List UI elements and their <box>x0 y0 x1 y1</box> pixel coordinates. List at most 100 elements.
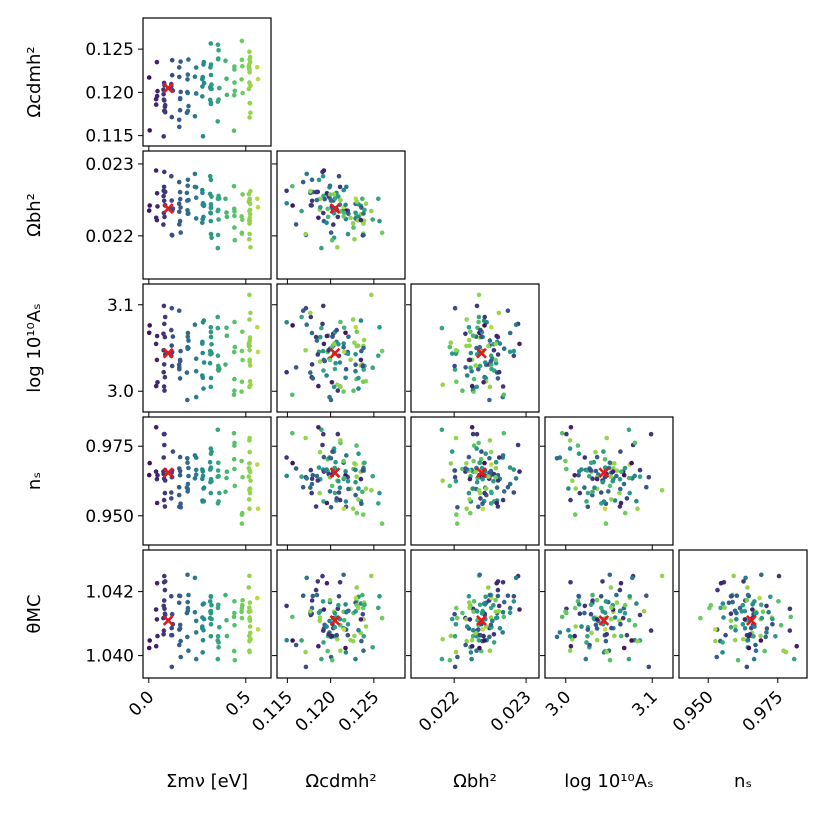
sample-point <box>648 628 654 633</box>
sample-point <box>309 330 315 336</box>
sample-point <box>209 449 214 454</box>
sample-point <box>201 80 207 86</box>
sample-point <box>463 642 468 648</box>
sample-point <box>240 90 245 96</box>
sample-point <box>185 397 190 403</box>
sample-point <box>573 486 578 491</box>
sample-point <box>354 329 360 335</box>
sample-point <box>576 472 581 478</box>
y-axis-label: nₛ <box>24 472 45 490</box>
sample-point <box>487 397 492 403</box>
sample-point <box>247 54 253 60</box>
sample-point <box>454 615 460 621</box>
sample-point <box>169 611 175 617</box>
sample-point <box>491 348 497 353</box>
sample-point <box>216 602 221 608</box>
sample-point <box>356 386 361 391</box>
sample-point <box>327 185 332 190</box>
sample-point <box>467 476 473 482</box>
sample-point <box>361 211 366 216</box>
sample-point <box>487 634 492 640</box>
sample-point <box>363 624 369 629</box>
sample-point <box>284 637 290 643</box>
sample-point <box>593 622 599 628</box>
sample-point <box>255 204 261 210</box>
sample-point <box>354 585 360 590</box>
panel-frame <box>276 416 406 546</box>
sample-point <box>507 349 513 355</box>
sample-point <box>477 645 482 651</box>
sample-point <box>466 454 472 460</box>
sample-point <box>511 348 517 354</box>
sample-point <box>491 640 497 645</box>
sample-point <box>332 196 338 201</box>
sample-point <box>358 617 364 622</box>
sample-point <box>626 617 632 623</box>
sample-point <box>284 201 290 206</box>
sample-point <box>178 638 183 644</box>
sample-point <box>377 490 382 496</box>
sample-point <box>320 442 325 448</box>
x-tick-label: 0.125 <box>335 687 384 736</box>
sample-point <box>308 310 313 316</box>
sample-point <box>331 384 337 390</box>
sample-point <box>239 214 244 219</box>
sample-point <box>618 449 623 454</box>
sample-point <box>209 602 214 608</box>
sample-point <box>185 489 190 494</box>
sample-point <box>354 510 360 516</box>
sample-point <box>483 360 488 365</box>
sample-point <box>490 618 495 624</box>
y-tick-label: 0.975 <box>85 437 134 457</box>
sample-point <box>284 188 289 194</box>
sample-point <box>162 587 168 593</box>
sample-point <box>231 648 237 654</box>
sample-point <box>452 305 458 311</box>
sample-point <box>361 634 367 639</box>
sample-point <box>353 368 358 374</box>
x-axis-label: Σmν [eV] <box>166 771 248 792</box>
sample-point <box>474 609 480 614</box>
sample-point <box>359 501 364 507</box>
sample-point <box>300 593 306 598</box>
sample-point <box>200 375 206 381</box>
sample-point <box>177 209 182 214</box>
sample-point <box>513 322 519 328</box>
sample-point <box>161 455 166 460</box>
sample-point <box>207 599 213 604</box>
sample-point <box>290 183 295 189</box>
sample-point <box>154 357 160 363</box>
sample-point <box>360 512 366 517</box>
sample-point <box>192 184 198 190</box>
sample-point <box>321 628 326 633</box>
sample-point <box>177 466 182 471</box>
sample-point <box>559 614 565 620</box>
sample-point <box>622 465 628 471</box>
sample-point <box>313 334 319 340</box>
sample-point <box>304 575 310 581</box>
sample-point <box>161 628 167 633</box>
sample-point <box>501 392 507 398</box>
panel-frame <box>276 150 406 280</box>
panel-logA-vs-omch2 <box>272 283 406 417</box>
y-axis-label: θMC <box>24 594 45 633</box>
sample-point <box>216 48 221 53</box>
sample-point <box>496 455 502 460</box>
sample-point <box>630 575 635 581</box>
sample-point <box>608 474 614 479</box>
fiducial-marker <box>598 614 610 626</box>
sample-point <box>239 77 244 82</box>
sample-point <box>594 476 600 482</box>
sample-point <box>494 500 500 506</box>
sample-point <box>471 609 476 615</box>
sample-point <box>177 358 183 364</box>
sample-point <box>751 634 756 639</box>
sample-point <box>471 458 476 464</box>
sample-point <box>495 504 501 509</box>
sample-point <box>162 478 168 483</box>
sample-point <box>513 575 519 581</box>
sample-point <box>193 368 199 374</box>
sample-point <box>474 648 479 653</box>
sample-point <box>361 367 367 372</box>
sample-point <box>714 654 719 660</box>
